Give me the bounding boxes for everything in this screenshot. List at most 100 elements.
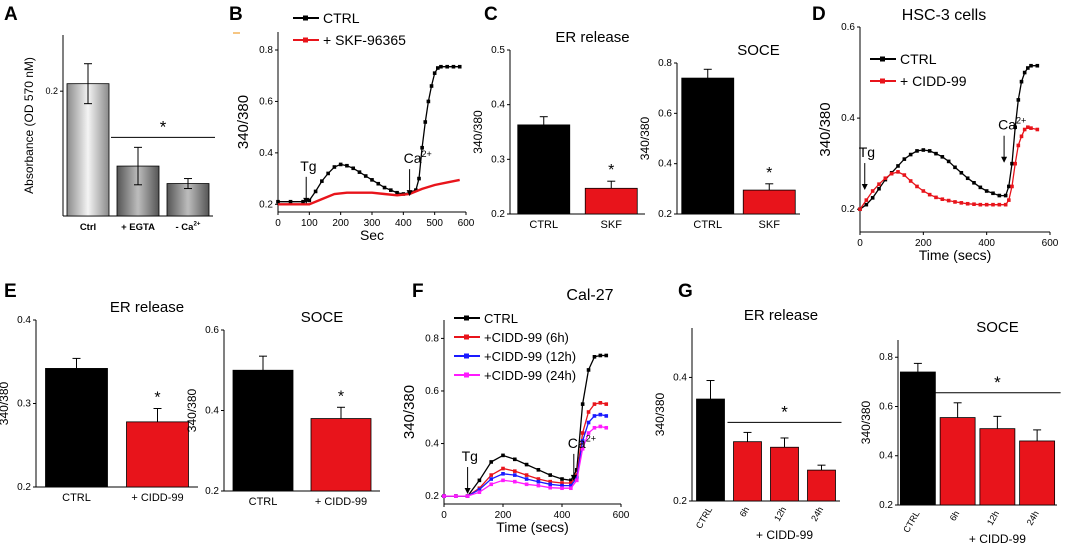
data-point-f-0 <box>536 468 541 472</box>
bar-g-left-2 <box>770 446 799 502</box>
y-tick-label-c-left: 0.5 <box>491 45 505 56</box>
y-tick-label-f: 0.6 <box>425 386 439 397</box>
y-tick-label-d: 0.6 <box>841 22 855 33</box>
legend-marker-d <box>880 78 885 84</box>
data-point-b-0 <box>370 178 374 182</box>
y-axis-label-a: Absorbance (OD 570 nM) <box>22 57 36 194</box>
data-point-d-1 <box>877 182 881 186</box>
data-point-f-1 <box>598 401 603 405</box>
legend-label-f: +CIDD-99 (6h) <box>484 330 569 345</box>
data-point-f-3 <box>454 494 458 498</box>
legend-marker-f <box>464 353 469 359</box>
data-point-d-1 <box>883 176 888 181</box>
data-point-f-2 <box>536 479 541 484</box>
data-point-d-0 <box>959 170 964 175</box>
y-tick-label-g-right: 0.6 <box>879 401 893 412</box>
legend-label-f: +CIDD-99 (12h) <box>484 349 576 364</box>
data-point-f-3 <box>536 483 541 488</box>
x-tick-label-a-superscript: 2+ <box>193 221 200 228</box>
data-point-d-0 <box>991 191 995 196</box>
data-point-f-2 <box>604 414 609 418</box>
panel-letter-a: A <box>4 4 18 25</box>
x-tick-label-g-left: 6h <box>738 505 752 519</box>
data-point-f-0 <box>592 355 597 359</box>
bar-a-0 <box>66 83 110 217</box>
data-point-f-1 <box>592 402 597 406</box>
data-point-d-0 <box>984 189 989 193</box>
significance-g-right: * <box>994 373 1001 392</box>
annotation-b-0-base: Tg <box>300 158 316 174</box>
data-point-d-0 <box>934 151 938 156</box>
y-tick-label-c-right: 0.4 <box>658 159 672 170</box>
x-tick-label-b: 300 <box>364 218 381 229</box>
x-tick-label-f: 400 <box>554 510 571 521</box>
bar-c-left-0 <box>517 124 571 215</box>
data-point-b-0 <box>338 162 343 167</box>
data-point-f-0 <box>548 473 552 477</box>
x-tick-label-b: 600 <box>458 218 475 229</box>
data-point-b-0 <box>457 64 462 69</box>
x-tick-label-g-right: 6h <box>948 509 962 523</box>
annotation-arrowhead-b <box>303 197 310 204</box>
panel-letter-f: F <box>412 281 424 302</box>
data-point-d-1 <box>1029 126 1033 130</box>
data-point-d-0 <box>1007 184 1011 189</box>
data-point-d-0 <box>940 155 945 159</box>
panel-letter-e: E <box>4 281 17 302</box>
data-point-f-0 <box>569 478 573 483</box>
x-tick-label-a: + EGTA <box>121 222 155 233</box>
data-point-d-0 <box>1029 63 1033 68</box>
bar-c-left-1 <box>584 187 638 215</box>
chart-title-e-right: SOCE <box>301 309 344 326</box>
y-tick-label-e-left: 0.2 <box>17 482 31 493</box>
legend-label-f: +CIDD-99 (24h) <box>484 368 576 383</box>
data-point-b-0 <box>436 66 440 70</box>
data-point-d-0 <box>927 149 932 153</box>
data-point-f-0 <box>586 368 591 372</box>
bar-g-left-0 <box>696 398 725 502</box>
y-tick-label-g-right: 0.4 <box>879 451 893 462</box>
y-tick-label-b: 0.2 <box>259 199 273 210</box>
y-tick-label-c-left: 0.3 <box>491 154 505 165</box>
data-point-f-1 <box>569 481 573 485</box>
data-point-d-1 <box>946 198 951 203</box>
data-point-f-0 <box>489 460 493 464</box>
bar-e-right-0 <box>232 369 294 492</box>
legend-label-d: + CIDD-99 <box>900 73 967 89</box>
bar-g-right-1 <box>939 417 976 506</box>
data-point-d-0 <box>978 185 983 190</box>
annotation-d-1-superscript: 2+ <box>1016 115 1026 125</box>
legend-marker-b <box>303 37 308 43</box>
data-point-f-3 <box>574 478 579 483</box>
annotation-b-0: Tg <box>300 158 316 174</box>
data-point-d-0 <box>965 176 970 181</box>
annotation-arrowhead-b <box>406 190 413 197</box>
data-point-d-0 <box>972 181 976 185</box>
x-tick-label-g-left: 24h <box>809 505 825 523</box>
x-tick-label-b: 0 <box>275 218 281 229</box>
x-tick-label-a: - Ca2+ <box>176 221 201 233</box>
data-point-d-0 <box>921 148 926 152</box>
significance-c-left: * <box>608 162 614 179</box>
data-point-d-0 <box>915 149 919 153</box>
data-point-d-0 <box>997 193 1002 198</box>
y-tick-label-f: 0.4 <box>425 439 439 450</box>
data-point-f-3 <box>560 486 564 491</box>
data-point-d-1 <box>1007 198 1011 202</box>
y-tick-label-e-right: 0.6 <box>205 325 219 336</box>
y-tick-label-c-left: 0.2 <box>491 209 505 220</box>
series-line-f-0 <box>444 354 607 497</box>
bar-g-right-0 <box>899 371 936 506</box>
data-point-f-3 <box>592 425 597 430</box>
y-tick-label-g-left: 0.2 <box>673 496 687 507</box>
data-point-f-0 <box>598 353 603 358</box>
x-tick-label-e-left: CTRL <box>62 492 91 504</box>
data-point-f-1 <box>580 431 585 435</box>
y-axis-label-f: 340/380 <box>401 385 418 439</box>
annotation-b-1: Ca2+ <box>404 149 432 166</box>
bar-g-left-1 <box>733 441 762 502</box>
data-point-d-0 <box>1003 193 1008 198</box>
data-point-f-3 <box>524 482 529 487</box>
data-point-f-2 <box>580 439 585 443</box>
data-point-f-1 <box>548 479 552 484</box>
